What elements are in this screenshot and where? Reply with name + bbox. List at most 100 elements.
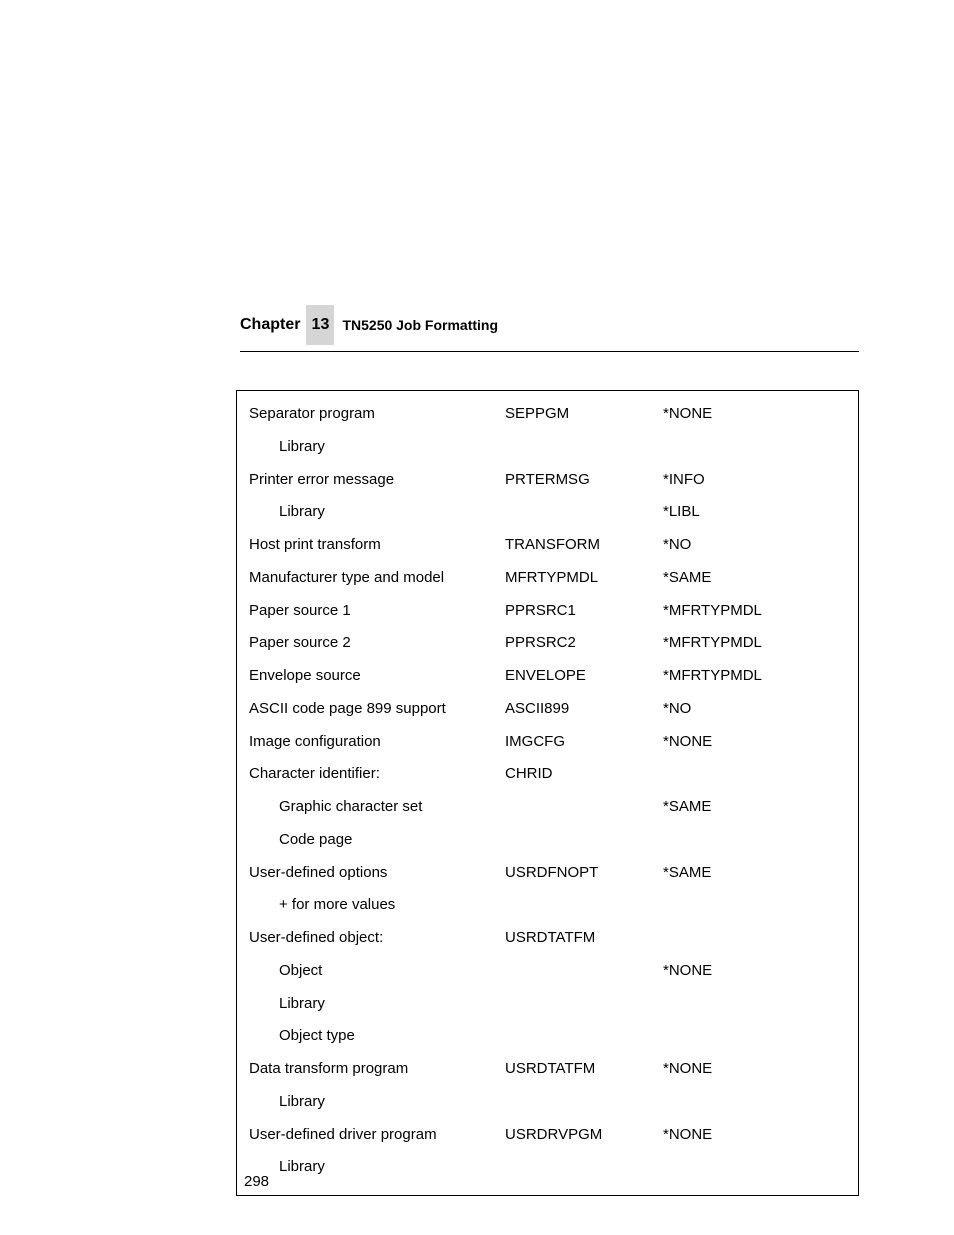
param-description-text: ASCII code page 899 support (249, 700, 446, 719)
param-description: Graphic character set (249, 798, 505, 817)
param-description: Host print transform (249, 536, 505, 555)
param-description: Library (249, 438, 505, 457)
param-description: Object (249, 962, 505, 981)
param-keyword: PPRSRC2 (505, 634, 663, 653)
param-keyword (505, 503, 663, 522)
param-description: Character identifier: (249, 765, 505, 784)
param-description-text: User-defined options (249, 864, 387, 883)
param-value: *MFRTYPMDL (663, 602, 846, 621)
table-row: Data transform programUSRDTATFM*NONE (249, 1060, 846, 1079)
table-row: Object *NONE (249, 962, 846, 981)
param-keyword (505, 995, 663, 1014)
param-description: Code page (249, 831, 505, 850)
param-value: *SAME (663, 864, 846, 883)
param-description: Library (249, 1093, 505, 1112)
param-description-text: Library (249, 1093, 325, 1112)
param-keyword (505, 831, 663, 850)
table-row: Image configurationIMGCFG*NONE (249, 733, 846, 752)
param-keyword: SEPPGM (505, 405, 663, 424)
param-keyword (505, 962, 663, 981)
param-description-text: Library (249, 995, 325, 1014)
param-keyword (505, 438, 663, 457)
param-description-text: Image configuration (249, 733, 381, 752)
param-value: *MFRTYPMDL (663, 667, 846, 686)
param-keyword: ENVELOPE (505, 667, 663, 686)
param-keyword (505, 1027, 663, 1046)
param-keyword: USRDTATFM (505, 1060, 663, 1079)
param-value (663, 438, 846, 457)
param-description: User-defined object: (249, 929, 505, 948)
param-description-text: + for more values (249, 896, 395, 915)
param-description: Manufacturer type and model (249, 569, 505, 588)
param-value: *NO (663, 536, 846, 555)
param-description: Data transform program (249, 1060, 505, 1079)
param-value (663, 896, 846, 915)
param-description-text: Code page (249, 831, 352, 850)
param-value: *NONE (663, 1060, 846, 1079)
param-description-text: Library (249, 438, 325, 457)
param-description-text: Library (249, 503, 325, 522)
param-description-text: Object type (249, 1027, 355, 1046)
param-description-text: Envelope source (249, 667, 361, 686)
param-description-text: Separator program (249, 405, 375, 424)
param-description: Envelope source (249, 667, 505, 686)
param-description: Library (249, 995, 505, 1014)
param-value: *NO (663, 700, 846, 719)
param-description-text: Character identifier: (249, 765, 380, 784)
chapter-number: 13 (306, 305, 334, 345)
section-title: TN5250 Job Formatting (342, 317, 498, 333)
table-row: Code page (249, 831, 846, 850)
page: Chapter 13 TN5250 Job Formatting Separat… (0, 0, 954, 1235)
table-row: Envelope source ENVELOPE*MFRTYPMDL (249, 667, 846, 686)
table-row: Paper source 2PPRSRC2*MFRTYPMDL (249, 634, 846, 653)
param-keyword (505, 1093, 663, 1112)
param-value: *SAME (663, 798, 846, 817)
param-keyword: USRDTATFM (505, 929, 663, 948)
param-value (663, 831, 846, 850)
param-description: Library (249, 1158, 505, 1177)
parameter-table: Separator program SEPPGM *NONE Library Print… (236, 390, 859, 1196)
param-value: *NONE (663, 962, 846, 981)
param-keyword: CHRID (505, 765, 663, 784)
param-keyword (505, 1158, 663, 1177)
param-keyword: PPRSRC1 (505, 602, 663, 621)
table-row: Host print transform TRANSFORM*NO (249, 536, 846, 555)
param-value: *NONE (663, 1126, 846, 1145)
chapter-block: Chapter 13 TN5250 Job Formatting (240, 305, 859, 345)
param-description-text: Printer error message (249, 471, 394, 490)
param-description: User-defined options (249, 864, 505, 883)
param-keyword: MFRTYPMDL (505, 569, 663, 588)
param-value: *NONE (663, 733, 846, 752)
param-keyword: TRANSFORM (505, 536, 663, 555)
table-row: Character identifier: CHRID (249, 765, 846, 784)
param-description-text: Host print transform (249, 536, 381, 555)
table-row: Graphic character set *SAME (249, 798, 846, 817)
param-value: *INFO (663, 471, 846, 490)
table-row: Printer error message PRTERMSG*INFO (249, 471, 846, 490)
param-description: Separator program (249, 405, 505, 424)
param-description: User-defined driver program (249, 1126, 505, 1145)
table-row: ASCII code page 899 support ASCII899*NO (249, 700, 846, 719)
param-value (663, 1027, 846, 1046)
table-row: + for more values (249, 896, 846, 915)
param-keyword: ASCII899 (505, 700, 663, 719)
param-description: ASCII code page 899 support (249, 700, 505, 719)
chapter-header: Chapter 13 TN5250 Job Formatting (240, 305, 859, 352)
param-description: Library (249, 503, 505, 522)
param-keyword: USRDFNOPT (505, 864, 663, 883)
param-description: Paper source 1 (249, 602, 505, 621)
table-row: Manufacturer type and modelMFRTYPMDL*SAM… (249, 569, 846, 588)
param-description-text: Graphic character set (249, 798, 422, 817)
param-description-text: User-defined driver program (249, 1126, 437, 1145)
page-number: 298 (244, 1173, 269, 1190)
param-description: Image configuration (249, 733, 505, 752)
table-row: Library (249, 438, 846, 457)
table-row: Library (249, 1093, 846, 1112)
param-value: *SAME (663, 569, 846, 588)
table-row: Library (249, 1158, 846, 1177)
table-row: Separator programSEPPGM*NONE (249, 405, 846, 424)
table-row: User-defined object:USRDTATFM (249, 929, 846, 948)
table-row: User-defined driver programUSRDRVPGM*NON… (249, 1126, 846, 1145)
chapter-label: Chapter (240, 316, 306, 334)
param-keyword: PRTERMSG (505, 471, 663, 490)
